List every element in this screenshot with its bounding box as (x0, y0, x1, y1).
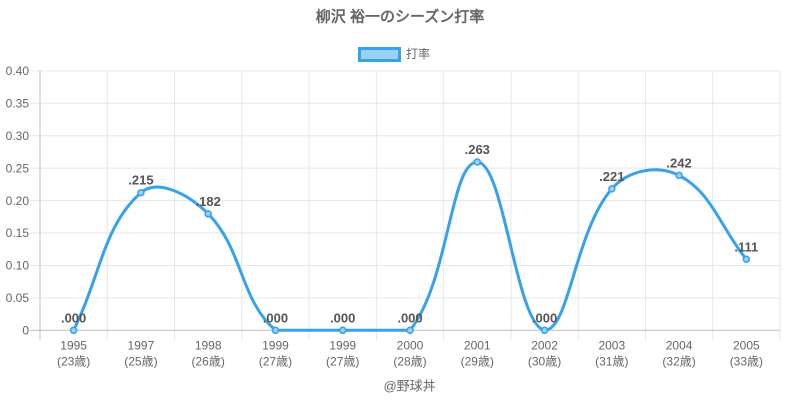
svg-text:1995: 1995 (60, 339, 87, 353)
svg-text:0.05: 0.05 (6, 291, 30, 305)
svg-text:(27歳): (27歳) (259, 354, 292, 368)
svg-text:0.15: 0.15 (6, 226, 30, 240)
svg-text:.000: .000 (61, 310, 86, 325)
svg-text:2001: 2001 (464, 339, 491, 353)
svg-text:0.25: 0.25 (6, 161, 30, 175)
svg-text:1999: 1999 (329, 339, 356, 353)
svg-text:(31歳): (31歳) (595, 354, 628, 368)
svg-text:2005: 2005 (733, 339, 760, 353)
svg-text:1999: 1999 (262, 339, 289, 353)
svg-text:.000: .000 (532, 310, 557, 325)
svg-text:(23歳): (23歳) (57, 354, 90, 368)
svg-text:0.35: 0.35 (6, 96, 30, 110)
svg-text:0: 0 (22, 324, 29, 338)
svg-text:(27歳): (27歳) (326, 354, 359, 368)
svg-text:.263: .263 (465, 142, 490, 157)
svg-text:.182: .182 (196, 194, 221, 209)
svg-text:(33歳): (33歳) (730, 354, 763, 368)
svg-text:.111: .111 (734, 239, 758, 254)
svg-text:(29歳): (29歳) (461, 354, 494, 368)
svg-text:(28歳): (28歳) (393, 354, 426, 368)
svg-text:@野球丼: @野球丼 (383, 378, 435, 393)
svg-text:柳沢 裕一のシーズン打率: 柳沢 裕一のシーズン打率 (316, 8, 484, 26)
svg-text:0.30: 0.30 (6, 129, 30, 143)
svg-text:1997: 1997 (128, 339, 155, 353)
svg-text:.215: .215 (128, 173, 153, 188)
svg-text:.000: .000 (397, 310, 422, 325)
svg-text:2000: 2000 (397, 339, 424, 353)
svg-text:(25歳): (25歳) (124, 354, 157, 368)
svg-text:.000: .000 (263, 310, 288, 325)
svg-text:0.10: 0.10 (6, 259, 30, 273)
svg-text:0.40: 0.40 (6, 64, 30, 78)
svg-text:(30歳): (30歳) (528, 354, 561, 368)
svg-text:0.20: 0.20 (6, 194, 30, 208)
svg-text:(32歳): (32歳) (662, 354, 695, 368)
svg-text:(26歳): (26歳) (192, 354, 225, 368)
svg-text:2003: 2003 (598, 339, 625, 353)
svg-text:2002: 2002 (531, 339, 558, 353)
svg-text:.000: .000 (330, 310, 355, 325)
svg-text:打率: 打率 (406, 46, 430, 61)
svg-text:1998: 1998 (195, 339, 222, 353)
svg-text:.221: .221 (599, 169, 624, 184)
svg-text:.242: .242 (666, 155, 691, 170)
svg-text:2004: 2004 (666, 339, 693, 353)
